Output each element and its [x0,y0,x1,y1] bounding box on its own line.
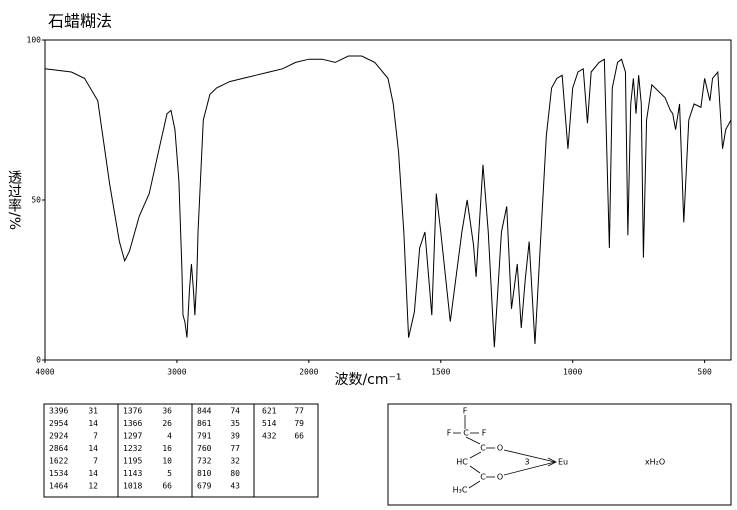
peak-wavenumber: 791 [197,432,212,441]
peak-transmittance: 39 [230,432,240,441]
peak-wavenumber: 1366 [123,419,142,428]
peak-wavenumber: 2864 [49,444,68,453]
peak-wavenumber: 1622 [49,457,68,466]
peak-transmittance: 12 [88,482,98,491]
peak-transmittance: 14 [88,469,98,478]
peak-transmittance: 74 [230,407,240,416]
y-tick-label: 0 [36,356,41,365]
peak-transmittance: 31 [88,407,98,416]
structure-label: C [480,444,486,453]
peak-transmittance: 10 [162,457,172,466]
peak-wavenumber: 1297 [123,432,142,441]
structure-label: H₃C [453,486,468,495]
structure-bonds [453,415,557,489]
structure-label: F [463,407,468,416]
x-tick-label: 1000 [563,368,582,377]
peak-table-frame [43,403,319,498]
y-tick-label: 100 [27,36,42,45]
peak-wavenumber: 732 [197,457,212,466]
peak-transmittance: 4 [167,432,172,441]
peak-transmittance: 79 [294,419,304,428]
structure-label: Eu [558,458,568,467]
peak-transmittance: 66 [294,432,304,441]
peak-transmittance: 7 [93,432,98,441]
structure-label: C [463,429,469,438]
peak-wavenumber: 3396 [49,407,68,416]
peak-wavenumber: 1376 [123,407,142,416]
peak-transmittance: 7 [93,457,98,466]
x-tick-label: 2000 [299,368,318,377]
structure-label: F [482,429,487,438]
peak-transmittance: 80 [230,469,240,478]
peak-transmittance: 35 [230,419,240,428]
peak-wavenumber: 760 [197,444,212,453]
peak-transmittance: 14 [88,419,98,428]
y-tick-label: 50 [31,196,41,205]
x-tick-label: 3000 [167,368,186,377]
structure-label: C [480,473,486,482]
structure-label: xH₂O [645,458,665,467]
peak-wavenumber: 844 [197,407,212,416]
structure-label: O [497,473,503,482]
peak-wavenumber: 432 [262,432,277,441]
peak-wavenumber: 514 [262,419,277,428]
peak-wavenumber: 1143 [123,469,142,478]
y-axis-label: 透过率/% [6,170,22,230]
peak-transmittance: 26 [162,419,172,428]
peak-wavenumber: 1534 [49,469,68,478]
structure-label: F [447,429,452,438]
peak-transmittance: 16 [162,444,172,453]
structure-frame [387,403,732,506]
peak-transmittance: 66 [162,482,172,491]
peak-transmittance: 77 [294,407,304,416]
peak-transmittance: 36 [162,407,172,416]
peak-wavenumber: 1464 [49,482,68,491]
x-tick-label: 1500 [431,368,450,377]
structure-label: 3 [524,458,529,467]
structure-label: HC [456,458,468,467]
peak-wavenumber: 1018 [123,482,142,491]
spectrum-line [44,55,732,348]
peak-wavenumber: 679 [197,482,212,491]
peak-wavenumber: 861 [197,419,212,428]
peak-wavenumber: 2954 [49,419,68,428]
x-tick-label: 4000 [35,368,54,377]
peak-transmittance: 14 [88,444,98,453]
x-tick-label: 500 [697,368,712,377]
peak-wavenumber: 621 [262,407,277,416]
peak-transmittance: 43 [230,482,240,491]
peak-wavenumber: 1195 [123,457,142,466]
peak-wavenumber: 810 [197,469,212,478]
peak-transmittance: 32 [230,457,240,466]
structure-label: O [497,444,503,453]
peak-transmittance: 77 [230,444,240,453]
plot-frame [44,39,732,361]
peak-wavenumber: 2924 [49,432,68,441]
peak-transmittance: 5 [167,469,172,478]
chart-title: 石蜡糊法 [48,12,112,31]
peak-wavenumber: 1232 [123,444,142,453]
x-axis-label: 波数/cm⁻¹ [334,372,401,388]
